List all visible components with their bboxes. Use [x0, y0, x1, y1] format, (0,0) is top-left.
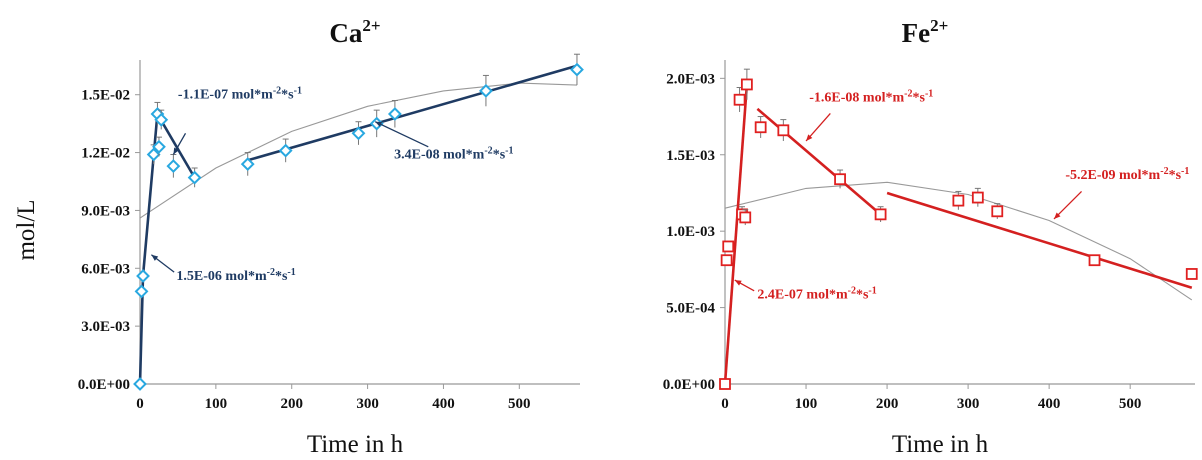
x-tick-label: 0	[721, 396, 729, 412]
x-tick-label: 400	[1038, 396, 1061, 412]
x-tick-label: 300	[356, 396, 379, 412]
data-point	[1185, 268, 1198, 280]
fit-curve	[724, 181, 1193, 301]
data-point	[720, 254, 733, 267]
annotation-arrow	[1053, 190, 1083, 220]
data-point	[166, 159, 181, 173]
data-point	[1088, 254, 1101, 267]
data-point	[952, 194, 965, 207]
annotation-label: 3.4E-08 mol*m-2*s-1	[394, 145, 513, 162]
x-tick-label: 200	[876, 396, 899, 412]
data-point	[991, 205, 1004, 218]
y-tick-label: 1.0E-03	[666, 224, 715, 240]
data-point	[874, 208, 887, 221]
data-point	[134, 284, 149, 299]
data-point	[387, 107, 402, 121]
data-point	[740, 78, 753, 91]
data-point	[739, 211, 752, 224]
x-tick-label: 500	[1119, 396, 1142, 412]
y-tick-label: 0.0E+00	[78, 377, 130, 393]
y-tick-label: 9.0E-03	[81, 203, 130, 219]
y-tick-label: 2.0E-03	[666, 71, 715, 87]
x-tick-label: 100	[795, 396, 818, 412]
chart-title-ca: Ca2+	[329, 16, 380, 48]
annotation-arrowhead	[151, 254, 159, 261]
data-point	[733, 93, 746, 106]
data-point	[146, 147, 161, 162]
trend-line	[886, 191, 1193, 289]
annotation-arrowhead	[734, 280, 742, 286]
trend-line	[723, 84, 749, 385]
data-point	[722, 240, 735, 253]
annotation-arrow	[374, 121, 429, 148]
x-tick-label: 400	[432, 396, 455, 412]
y-tick-label: 3.0E-03	[81, 319, 130, 335]
data-point	[136, 269, 150, 283]
x-tick-label: 300	[957, 396, 980, 412]
data-point	[754, 121, 767, 134]
x-axis-label-fe: Time in h	[892, 431, 989, 458]
annotation-label: 1.5E-06 mol*m-2*s-1	[176, 267, 295, 284]
annotation-arrowhead	[806, 134, 813, 141]
x-tick-label: 100	[205, 396, 228, 412]
trend-line	[247, 64, 578, 162]
data-point	[152, 139, 166, 154]
y-axis-label: mol/L	[13, 199, 40, 260]
annotation-arrowhead	[375, 121, 383, 127]
chart-panel-fe: Fe2+ Time in h 0 100 200 300 400 500 0.0E+00 5.…	[663, 16, 1198, 458]
x-tick-label: 200	[280, 396, 303, 412]
data-point	[479, 83, 493, 98]
chart-panel-ca: Ca2+ mol/L Time in h 0 100 200 300 400 500 0.0…	[13, 16, 584, 458]
data-point	[971, 191, 984, 204]
y-tick-label: 1.2E-02	[81, 146, 130, 162]
y-tick-label: 0.0E+00	[663, 377, 715, 393]
y-tick-label: 1.5E-03	[666, 148, 715, 164]
chart-title-fe: Fe2+	[902, 16, 949, 48]
data-point	[187, 170, 202, 185]
y-tick-label: 1.5E-02	[81, 88, 130, 104]
annotation-arrowhead	[173, 147, 179, 155]
x-tick-label: 500	[508, 396, 531, 412]
annotation-label: -1.6E-08 mol*m-2*s-1	[809, 88, 933, 105]
data-point	[351, 126, 366, 141]
x-tick-label: 0	[136, 396, 144, 412]
y-tick-label: 5.0E-04	[666, 301, 715, 317]
data-point	[133, 377, 147, 391]
data-point	[278, 143, 293, 158]
annotation-label: 2.4E-07 mol*m-2*s-1	[757, 285, 876, 302]
y-tick-label: 6.0E-03	[81, 261, 130, 277]
x-axis-label-ca: Time in h	[307, 431, 404, 458]
data-point	[777, 124, 790, 137]
trend-line	[156, 113, 196, 179]
trend-line	[756, 107, 882, 216]
data-point	[240, 157, 255, 172]
annotation-arrowhead	[1054, 212, 1061, 219]
annotation-label: -5.2E-09 mol*m-2*s-1	[1065, 166, 1189, 183]
data-point	[570, 62, 584, 77]
annotation-label: -1.1E-07 mol*m-2*s-1	[178, 86, 302, 103]
data-point	[719, 378, 731, 390]
data-point	[154, 112, 169, 127]
data-point	[834, 173, 846, 186]
